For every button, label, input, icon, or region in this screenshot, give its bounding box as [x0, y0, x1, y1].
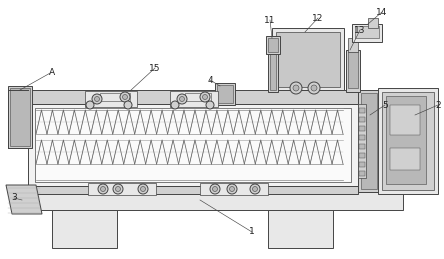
- Bar: [185, 93, 211, 101]
- Bar: [52, 210, 117, 248]
- Circle shape: [120, 92, 130, 102]
- Bar: [35, 108, 351, 182]
- Circle shape: [308, 82, 320, 94]
- Bar: [359, 153, 365, 158]
- Bar: [268, 210, 333, 248]
- Bar: [359, 108, 365, 113]
- Bar: [28, 104, 358, 186]
- Text: 14: 14: [377, 8, 388, 17]
- Bar: [268, 52, 278, 92]
- Text: 2: 2: [435, 100, 441, 110]
- Bar: [359, 171, 365, 176]
- Bar: [348, 38, 358, 52]
- Bar: [85, 91, 137, 107]
- Text: 5: 5: [382, 100, 388, 110]
- Bar: [382, 92, 434, 190]
- Bar: [368, 18, 378, 28]
- Circle shape: [177, 94, 187, 104]
- Circle shape: [124, 101, 132, 109]
- Bar: [361, 93, 377, 189]
- Bar: [359, 126, 365, 131]
- Bar: [358, 104, 366, 178]
- Circle shape: [250, 184, 260, 194]
- Circle shape: [140, 186, 146, 191]
- Bar: [200, 183, 268, 195]
- Bar: [100, 93, 130, 101]
- Text: 15: 15: [149, 63, 161, 73]
- Bar: [28, 186, 358, 194]
- Circle shape: [230, 186, 234, 191]
- Bar: [10, 88, 30, 146]
- Circle shape: [123, 95, 127, 99]
- Text: 13: 13: [354, 25, 366, 34]
- Bar: [266, 36, 280, 54]
- Bar: [359, 117, 365, 122]
- Circle shape: [202, 95, 207, 99]
- Bar: [215, 83, 235, 105]
- Text: 1: 1: [249, 227, 255, 236]
- Bar: [170, 91, 218, 107]
- Circle shape: [171, 101, 179, 109]
- Circle shape: [100, 186, 106, 191]
- Bar: [8, 86, 32, 148]
- Bar: [386, 96, 426, 184]
- Text: 4: 4: [207, 76, 213, 84]
- Circle shape: [138, 184, 148, 194]
- Bar: [268, 38, 278, 52]
- Circle shape: [311, 85, 317, 91]
- Bar: [359, 144, 365, 149]
- Circle shape: [95, 97, 99, 102]
- Bar: [28, 90, 358, 104]
- Polygon shape: [6, 185, 42, 214]
- Bar: [359, 162, 365, 167]
- Bar: [358, 90, 380, 192]
- Bar: [390, 148, 420, 170]
- Circle shape: [213, 186, 218, 191]
- Bar: [352, 24, 382, 42]
- Circle shape: [200, 92, 210, 102]
- Text: A: A: [49, 68, 55, 76]
- Circle shape: [92, 94, 102, 104]
- Bar: [276, 32, 340, 87]
- Circle shape: [253, 186, 258, 191]
- Bar: [272, 28, 344, 90]
- Bar: [28, 192, 403, 210]
- Bar: [378, 88, 438, 194]
- Circle shape: [210, 184, 220, 194]
- Bar: [348, 52, 358, 88]
- Circle shape: [86, 101, 94, 109]
- Bar: [355, 26, 379, 38]
- Circle shape: [293, 85, 299, 91]
- Text: 11: 11: [264, 16, 276, 25]
- Circle shape: [290, 82, 302, 94]
- Bar: [390, 105, 420, 135]
- Bar: [270, 54, 276, 90]
- Circle shape: [179, 97, 185, 102]
- Circle shape: [98, 184, 108, 194]
- Circle shape: [115, 186, 120, 191]
- Circle shape: [113, 184, 123, 194]
- Bar: [88, 183, 156, 195]
- Circle shape: [227, 184, 237, 194]
- Text: 12: 12: [312, 13, 324, 23]
- Bar: [346, 50, 360, 92]
- Bar: [359, 135, 365, 140]
- Bar: [217, 85, 233, 103]
- Text: 3: 3: [11, 193, 17, 203]
- Circle shape: [206, 101, 214, 109]
